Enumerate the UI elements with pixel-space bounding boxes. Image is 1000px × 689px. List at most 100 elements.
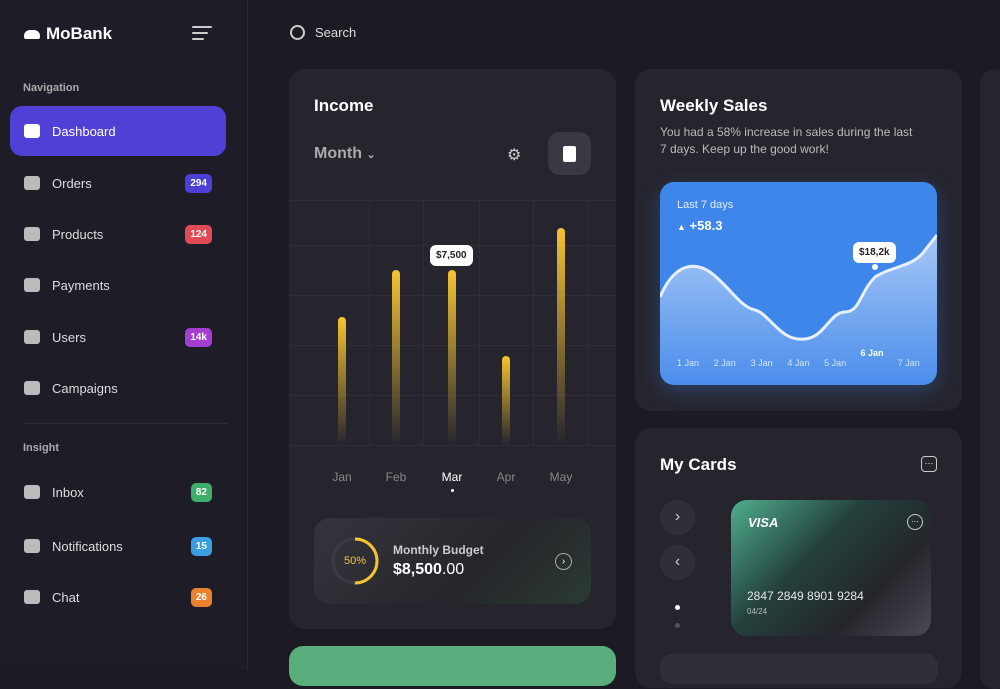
budget-amount: $8,500 (393, 561, 442, 578)
gridline (588, 200, 589, 445)
sales-chart: Last 7 days ▲ +58.3 $18,2k 1 Jan 2 Jan 3 J… (660, 182, 937, 385)
users-icon (24, 330, 40, 344)
my-cards-title: My Cards (660, 455, 737, 474)
credit-card[interactable]: VISA ··· 2847 2849 8901 9284 04/24 (731, 500, 931, 636)
chevron-down-icon: ⌄ (366, 149, 376, 161)
sales-x-label: 7 Jan (897, 358, 920, 368)
bar-apr[interactable] (502, 356, 510, 445)
budget-cents: .00 (441, 561, 465, 578)
filter-icon[interactable]: ⚙ (507, 147, 522, 164)
sidebar-item-users[interactable]: Users 14k (10, 312, 226, 362)
prev-card-button[interactable]: ‹ (660, 545, 695, 580)
folder-icon (24, 227, 40, 241)
gridline (369, 200, 370, 445)
nav-heading: Navigation (23, 82, 80, 94)
budget-title: Monthly Budget (393, 543, 484, 557)
badge: 26 (190, 587, 212, 607)
sidebar-item-products[interactable]: Products 124 (10, 209, 226, 259)
month-label[interactable]: Apr (496, 470, 516, 484)
chevron-right-icon[interactable]: › (555, 553, 572, 570)
right-panel (980, 69, 1000, 689)
sales-x-label: 1 Jan (676, 358, 700, 368)
income-title: Income (314, 96, 374, 115)
next-card-preview (660, 654, 938, 684)
next-card-button[interactable]: › (660, 500, 695, 535)
income-tooltip: $7,500 (430, 245, 473, 266)
badge: 294 (185, 173, 212, 193)
label: Products (52, 226, 104, 242)
badge: 14k (185, 327, 212, 347)
sales-x-label: 2 Jan (713, 358, 736, 368)
sales-tooltip: $18,2k (853, 242, 896, 263)
card-expiry: 04/24 (747, 607, 768, 616)
budget-progress-ring (331, 537, 379, 585)
monthly-budget-card[interactable]: 50% Monthly Budget $8,500.00 › (314, 518, 591, 604)
download-button[interactable] (548, 132, 591, 175)
gridline (289, 445, 616, 446)
weekly-sales-subtitle: You had a 58% increase in sales during t… (660, 125, 913, 156)
sidebar-item-chat[interactable]: Chat 26 (10, 572, 226, 622)
bar-may[interactable] (557, 228, 565, 445)
sidebar-item-inbox[interactable]: Inbox 82 (10, 467, 226, 517)
month-label[interactable]: Jan (332, 470, 352, 484)
mail-icon (24, 485, 40, 499)
menu-icon[interactable] (192, 26, 214, 42)
budget-percent: 50% (343, 555, 367, 567)
bag-icon (24, 176, 40, 190)
carousel-dot-active[interactable] (675, 605, 680, 610)
ticket-icon (24, 381, 40, 395)
badge: 15 (190, 536, 212, 556)
label: Users (52, 329, 86, 345)
sidebar-item-orders[interactable]: Orders 294 (10, 158, 226, 208)
download-icon (563, 145, 576, 162)
range-label: Last 7 days (677, 199, 734, 211)
sidebar-item-notifications[interactable]: Notifications 15 (10, 521, 226, 571)
label: Inbox (52, 484, 84, 500)
month-label[interactable]: Mar (441, 470, 463, 484)
arrow-up-icon: ▲ (677, 222, 686, 232)
month-label[interactable]: Feb (385, 470, 407, 484)
sidebar-item-dashboard[interactable]: Dashboard (10, 106, 226, 156)
sidebar: MoBank Navigation Dashboard Orders 294 Pr… (0, 0, 248, 670)
sales-point-6-jan (870, 262, 880, 272)
active-dot (451, 489, 454, 492)
sales-x-label: 5 Jan (824, 358, 847, 368)
bar-feb[interactable] (392, 270, 400, 445)
sales-x-label: 6 Jan (860, 348, 884, 358)
sales-line (660, 234, 937, 341)
card-more-icon[interactable]: ··· (907, 514, 923, 530)
search-icon (290, 25, 305, 40)
badge: 82 (190, 482, 212, 502)
bell-icon (24, 539, 40, 553)
period-value: Month (314, 145, 362, 162)
gridline (423, 200, 424, 445)
change-value: +58.3 (689, 218, 723, 233)
gridline (533, 200, 534, 445)
label: Campaigns (52, 380, 118, 396)
sidebar-item-payments[interactable]: Payments (10, 260, 226, 310)
badge: 124 (185, 224, 212, 244)
label: Notifications (52, 538, 123, 554)
more-icon[interactable]: ··· (921, 456, 937, 472)
label: Chat (52, 589, 80, 605)
sales-area (660, 235, 937, 385)
bar-mar[interactable] (448, 270, 456, 445)
insight-heading: Insight (23, 442, 60, 454)
label: Dashboard (52, 123, 116, 139)
logo[interactable]: MoBank (24, 24, 112, 44)
carousel-dot[interactable] (675, 623, 680, 628)
search-input[interactable]: Search (290, 25, 356, 40)
label: Orders (52, 175, 92, 191)
divider (23, 423, 228, 424)
gridline (289, 200, 616, 201)
weekly-sales-title: Weekly Sales (660, 96, 768, 115)
sidebar-item-campaigns[interactable]: Campaigns (10, 363, 226, 413)
month-label[interactable]: May (549, 470, 573, 484)
card-number: 2847 2849 8901 9284 (747, 589, 864, 603)
period-select[interactable]: Month ⌄ (314, 145, 376, 163)
chart-icon (24, 124, 40, 138)
green-card (289, 646, 616, 686)
bar-jan[interactable] (338, 316, 346, 445)
search-placeholder: Search (315, 25, 357, 40)
cloud-icon (24, 29, 40, 39)
